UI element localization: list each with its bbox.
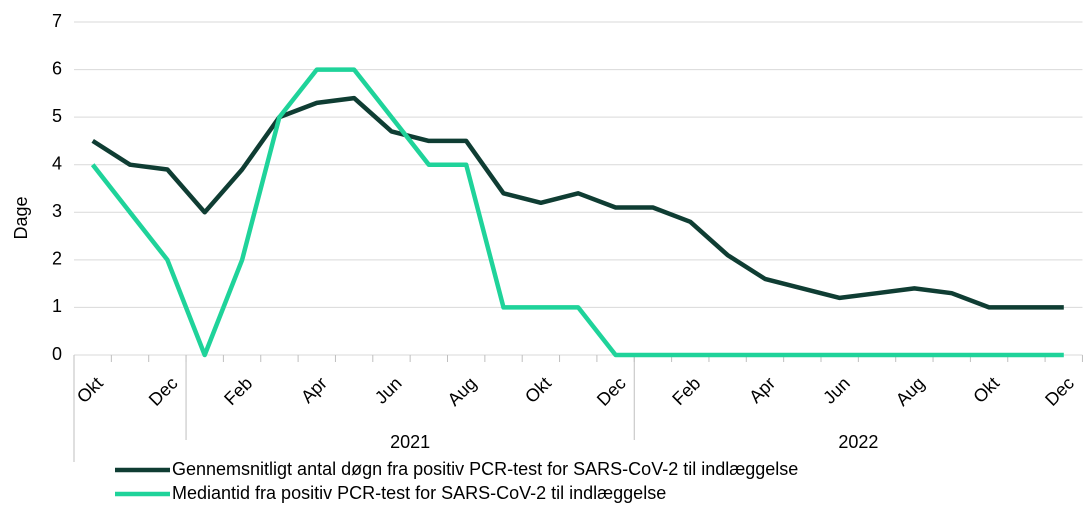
x-tick-label: Feb <box>668 373 704 409</box>
x-tick-label: Dec <box>1041 373 1078 410</box>
x-tick-label: Apr <box>297 373 331 407</box>
x-tick-label: Dec <box>593 373 630 410</box>
x-tick-label: Jun <box>371 373 406 408</box>
y-tick-label: 2 <box>52 249 62 269</box>
group-label: 2022 <box>838 432 878 452</box>
y-tick-label: 5 <box>52 106 62 126</box>
y-tick-label: 3 <box>52 201 62 221</box>
y-tick-label: 0 <box>52 344 62 364</box>
x-tick-label: Aug <box>444 373 481 410</box>
x-tick-label: Okt <box>521 373 555 407</box>
y-axis-label: Dage <box>11 196 31 239</box>
y-tick-label: 1 <box>52 296 62 316</box>
y-tick-label: 6 <box>52 58 62 78</box>
y-tick-label: 7 <box>52 11 62 31</box>
x-tick-label: Apr <box>745 373 779 407</box>
legend-label: Mediantid fra positiv PCR-test for SARS-… <box>172 483 666 503</box>
x-tick-label: Okt <box>969 373 1003 407</box>
x-tick-label: Okt <box>73 373 107 407</box>
x-tick-label: Aug <box>892 373 929 410</box>
series-line <box>90 67 1064 358</box>
series-line <box>91 95 1064 310</box>
y-tick-label: 4 <box>52 153 62 173</box>
x-tick-label: Jun <box>819 373 854 408</box>
group-label: 2021 <box>390 432 430 452</box>
x-tick-label: Feb <box>220 373 256 409</box>
x-tick-label: Dec <box>145 373 182 410</box>
legend-label: Gennemsnitligt antal døgn fra positiv PC… <box>172 459 798 479</box>
